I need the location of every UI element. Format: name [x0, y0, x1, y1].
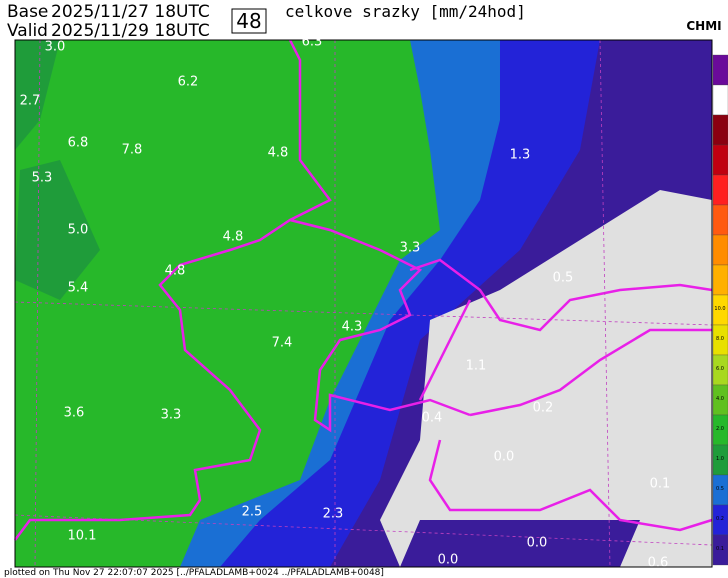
precip-darkgreen [15, 40, 100, 300]
graticule [14, 39, 713, 568]
colorbar-label: 1.0 [716, 456, 724, 462]
station-value: 4.8 [268, 146, 289, 161]
colorbar-swatch [712, 234, 728, 266]
station-value: 0.0 [494, 450, 515, 465]
station-value: 0.0 [438, 553, 459, 568]
station-value: 7.4 [272, 336, 293, 351]
station-value: 6.3 [302, 35, 323, 50]
station-value: 0.2 [533, 401, 554, 416]
colorbar-swatch [712, 144, 728, 176]
step: 48 [236, 9, 261, 33]
station-value: 0.5 [553, 271, 574, 286]
station-value: 4.8 [165, 264, 186, 279]
map [14, 39, 713, 568]
colorbar-label: 10.0 [714, 306, 725, 312]
base-time: 2025/11/27 18UTC [51, 2, 210, 22]
colorbar-swatch [712, 534, 728, 566]
station-value: 6.8 [68, 136, 89, 151]
colorbar-label: 4.0 [716, 396, 724, 402]
colorbar-swatch [712, 174, 728, 206]
step-box [231, 8, 267, 34]
colorbar-swatch [712, 204, 728, 236]
station-value: 3.0 [45, 40, 66, 55]
station-value: 10.1 [68, 529, 97, 544]
station-value: 0.4 [422, 411, 443, 426]
colorbar-swatch [712, 114, 728, 146]
colorbar-swatch [712, 84, 728, 116]
station-value: 6.2 [178, 75, 199, 90]
colorbar: 10.0 8.0 6.0 4.0 2.0 1.0 0.5 0.2 0.1 [712, 54, 728, 566]
colorbar-label: 6.0 [716, 366, 724, 372]
colorbar-label: 0.1 [716, 546, 724, 552]
station-value: 2.7 [20, 94, 41, 109]
logo: CHMI [686, 19, 721, 33]
station-value: 3.3 [400, 241, 421, 256]
colorbar-label: 0.2 [716, 516, 724, 522]
station-value: 0.1 [650, 477, 671, 492]
station-value: 3.3 [161, 408, 182, 423]
station-value: 5.4 [68, 281, 89, 296]
station-value: 5.0 [68, 223, 89, 238]
base-label: Base [7, 2, 48, 22]
station-value: 4.3 [342, 320, 363, 335]
station-value: 2.3 [323, 507, 344, 522]
station-value: 7.8 [122, 143, 143, 158]
station-value: 1.3 [510, 148, 531, 163]
colorbar-label: 2.0 [716, 426, 724, 432]
station-value: 3.6 [64, 406, 85, 421]
footer: plotted on Thu Nov 27 22:07:07 2025 [../… [4, 568, 384, 578]
title: celkove srazky [mm/24hod] [285, 2, 526, 21]
colorbar-swatch [712, 264, 728, 296]
station-value: 5.3 [32, 171, 53, 186]
valid-time: 2025/11/29 18UTC [51, 21, 210, 41]
station-value: 1.1 [466, 359, 487, 374]
station-value: 0.0 [527, 536, 548, 551]
map-frame [14, 39, 713, 568]
station-value: 0.6 [648, 556, 669, 571]
valid-label: Valid [7, 21, 48, 41]
colorbar-label: 8.0 [716, 336, 724, 342]
no-precip [380, 190, 712, 567]
borders [14, 39, 713, 541]
colorbar-label: 0.5 [716, 486, 724, 492]
station-value: 4.8 [223, 230, 244, 245]
station-value: 2.5 [242, 505, 263, 520]
colorbar-swatch [712, 54, 728, 86]
